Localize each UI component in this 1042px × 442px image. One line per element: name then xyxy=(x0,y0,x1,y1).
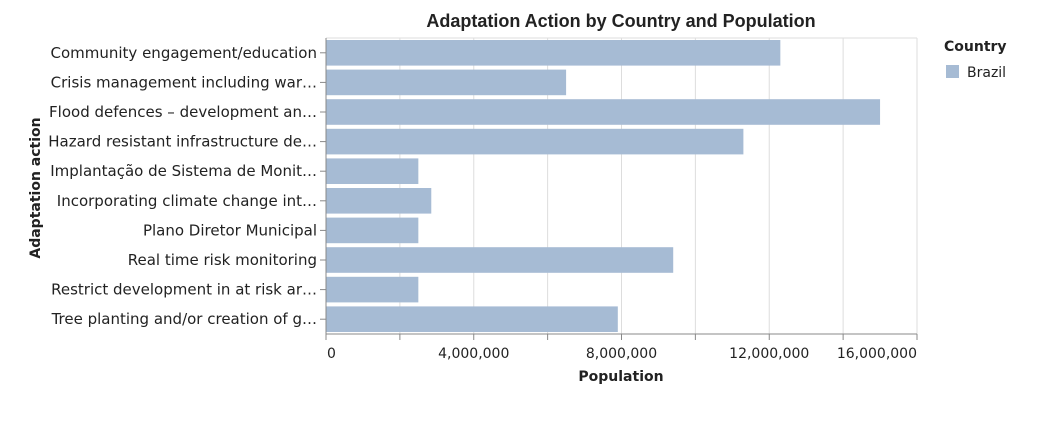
legend-label: Brazil xyxy=(967,65,1006,81)
x-axis: 0 4,000,000 8,000,000 12,000,000 16,000,000 xyxy=(325,333,918,362)
category-label: Incorporating climate change int… xyxy=(57,192,317,210)
legend-title: Country xyxy=(944,39,1007,55)
legend: Country Brazil xyxy=(944,39,1007,81)
category-label: Tree planting and/or creation of g… xyxy=(51,310,317,328)
bar[interactable] xyxy=(326,128,744,155)
bar[interactable] xyxy=(326,306,618,332)
bar[interactable] xyxy=(326,247,674,273)
x-tick-label: 16,000,000 xyxy=(837,346,917,362)
x-tick-label: 8,000,000 xyxy=(586,346,657,362)
bars xyxy=(326,40,881,332)
y-axis: Community engagement/education Crisis man… xyxy=(48,38,327,334)
category-label: Hazard resistant infrastructure de… xyxy=(48,133,317,151)
category-label: Implantação de Sistema de Monit… xyxy=(50,162,317,180)
category-label: Real time risk monitoring xyxy=(128,251,317,269)
x-tick-label: 12,000,000 xyxy=(729,346,809,362)
category-label: Community engagement/education xyxy=(51,44,318,62)
x-tick-label: 4,000,000 xyxy=(438,346,509,362)
legend-swatch xyxy=(946,65,959,78)
category-label: Restrict development in at risk ar… xyxy=(51,281,317,299)
chart-title: Adaptation Action by Country and Populat… xyxy=(426,11,815,31)
bar[interactable] xyxy=(326,217,419,244)
bar[interactable] xyxy=(326,69,567,96)
category-label: Plano Diretor Municipal xyxy=(143,221,317,239)
x-axis-title: Population xyxy=(578,369,663,385)
bar[interactable] xyxy=(326,99,881,125)
category-label: Crisis management including war… xyxy=(51,73,317,91)
bar[interactable] xyxy=(326,276,419,303)
y-axis-title: Adaptation action xyxy=(28,117,44,258)
x-tick-label: 0 xyxy=(327,346,336,362)
bar[interactable] xyxy=(326,40,781,66)
bar[interactable] xyxy=(326,188,432,214)
bar[interactable] xyxy=(326,158,419,184)
category-label: Flood defences – development an… xyxy=(49,103,317,121)
